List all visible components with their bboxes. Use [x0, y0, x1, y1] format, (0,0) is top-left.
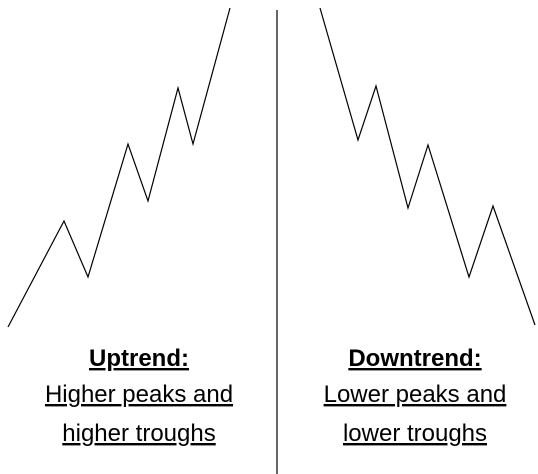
panel-line: Lower peaks and [324, 381, 507, 408]
panel-title: Uptrend: [89, 345, 189, 372]
uptrend-zigzag [7, 7, 231, 328]
downtrend-zigzag [319, 7, 536, 326]
panel-line: higher troughs [62, 420, 215, 447]
panel-line: Higher peaks and [45, 381, 233, 408]
panel-title: Downtrend: [348, 345, 481, 372]
panel-line: lower troughs [343, 420, 487, 447]
